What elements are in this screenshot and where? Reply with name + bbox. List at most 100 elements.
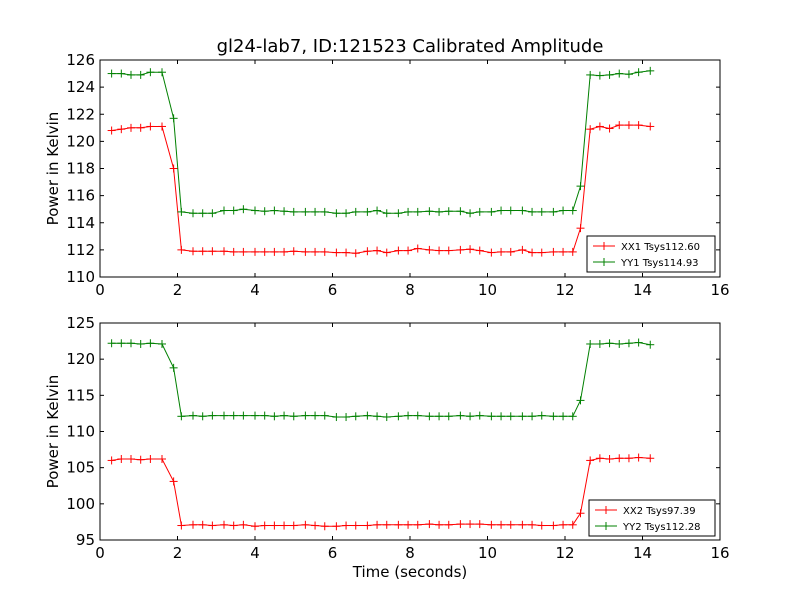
data-point: [615, 69, 624, 78]
data-point: [634, 68, 643, 77]
x-tick-label: 4: [250, 281, 260, 299]
data-point: [198, 520, 207, 529]
data-point: [528, 248, 537, 257]
data-point: [239, 247, 248, 256]
legend-label: YY2 Tsys112.28: [622, 522, 701, 533]
data-point: [506, 412, 515, 421]
data-point: [280, 521, 289, 530]
data-point: [229, 247, 238, 256]
data-point: [624, 339, 633, 348]
data-point: [506, 520, 515, 529]
data-point: [518, 245, 527, 254]
data-point: [351, 249, 360, 258]
legend-box: [586, 235, 716, 273]
x-tick-label: 14: [633, 281, 652, 299]
data-point: [576, 224, 585, 233]
data-point: [289, 521, 298, 530]
data-point: [549, 412, 558, 421]
data-point: [487, 207, 496, 216]
data-point: [537, 411, 546, 420]
data-point: [342, 248, 351, 257]
data-point: [189, 247, 197, 256]
data-point: [311, 411, 320, 420]
data-point: [363, 521, 372, 530]
data-point: [117, 454, 126, 463]
data-point: [425, 245, 434, 254]
data-point: [169, 114, 178, 123]
data-point: [568, 206, 577, 215]
data-point: [382, 413, 391, 422]
data-point: [229, 206, 238, 215]
data-point: [475, 411, 484, 420]
data-point: [220, 520, 228, 529]
data-point: [497, 520, 506, 529]
data-point: [404, 246, 413, 255]
data-point: [342, 209, 351, 218]
legend-label: XX2 Tsys97.39: [623, 506, 696, 517]
data-point: [382, 520, 391, 529]
data-point: [595, 122, 604, 131]
data-point: [634, 453, 643, 462]
data-point: [413, 207, 422, 216]
data-point: [363, 411, 372, 420]
data-point: [549, 521, 558, 530]
y-tick-label: 120: [66, 132, 95, 150]
data-point: [624, 70, 633, 79]
data-point: [107, 456, 116, 465]
x-tick-label: 8: [405, 544, 415, 562]
data-point: [425, 207, 434, 216]
data-point: [332, 209, 341, 218]
x-tick-label: 0: [95, 544, 105, 562]
data-point: [518, 412, 527, 421]
data-point: [466, 412, 475, 421]
y-tick-label: 95: [76, 531, 95, 549]
data-point: [280, 247, 289, 256]
data-point: [586, 456, 595, 465]
data-point: [229, 521, 238, 530]
data-point: [270, 412, 279, 421]
data-point: [208, 247, 217, 256]
data-point: [568, 247, 577, 256]
y-tick-label: 100: [66, 495, 95, 513]
y-axis-label: Power in Kelvin: [44, 375, 62, 489]
data-point: [251, 411, 259, 420]
data-point: [506, 206, 515, 215]
data-point: [117, 339, 126, 348]
data-point: [549, 247, 558, 256]
data-point: [382, 248, 391, 257]
data-point: [311, 521, 320, 530]
data-point: [342, 521, 351, 530]
data-point: [605, 124, 614, 133]
data-point: [497, 247, 506, 256]
data-point: [487, 412, 496, 421]
data-point: [537, 207, 546, 216]
data-point: [646, 454, 655, 463]
x-tick-label: 4: [250, 544, 260, 562]
data-point: [198, 412, 207, 421]
data-point: [260, 411, 269, 420]
data-point: [646, 122, 655, 131]
data-point: [497, 206, 506, 215]
data-point: [270, 206, 279, 215]
data-point: [444, 246, 453, 255]
x-tick-label: 16: [710, 544, 729, 562]
data-point: [146, 454, 155, 463]
data-point: [260, 207, 269, 216]
data-point: [260, 247, 269, 256]
top-chart-panel: 0 2 4 6 8 10 12 14 16 110 112 114 116 118 120 122 124 126…: [44, 36, 730, 299]
data-point: [528, 207, 537, 216]
data-point: [332, 413, 341, 422]
data-point: [158, 122, 166, 131]
data-point: [568, 520, 577, 529]
data-point: [332, 522, 341, 531]
data-point: [311, 207, 320, 216]
data-point: [605, 454, 614, 463]
data-point: [127, 339, 135, 348]
data-point: [208, 209, 217, 218]
data-point: [351, 207, 360, 216]
data-point: [117, 69, 126, 78]
x-tick-label: 2: [173, 544, 183, 562]
data-point: [158, 339, 166, 348]
data-point: [624, 121, 633, 130]
